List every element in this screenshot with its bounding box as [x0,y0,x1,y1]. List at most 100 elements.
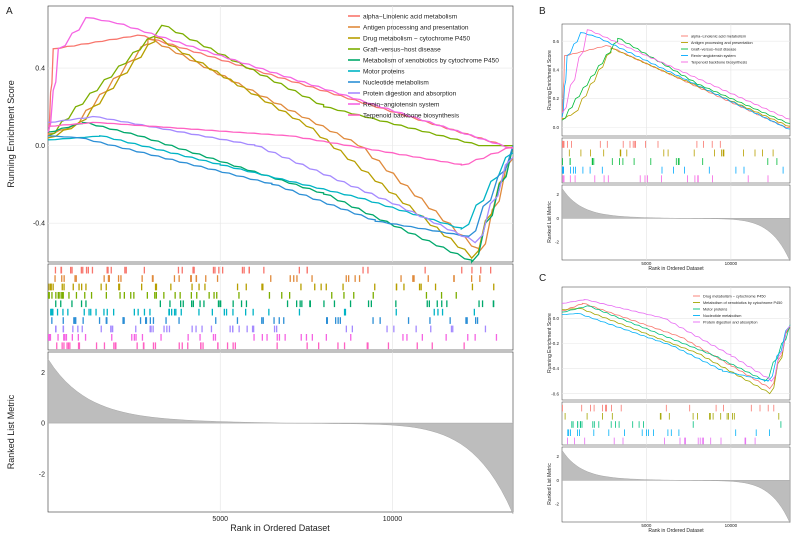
hit-tick [453,275,455,282]
hit-tick [645,140,646,148]
hit-tick [62,292,64,299]
hit-tick [714,149,715,157]
hit-tick [63,342,65,350]
hit-tick [593,158,595,165]
hit-tick [776,158,778,165]
hit-tick [82,317,84,324]
es-series-line [561,29,791,120]
hit-tick [608,429,610,436]
hit-tick [747,175,749,183]
hit-tick [684,437,686,445]
hit-tick [450,325,453,333]
legend-label: Metabolism of xenobiotics by cytochrome … [703,301,782,305]
hit-tick [452,325,454,333]
hit-tick [100,283,102,291]
hit-tick [150,325,152,333]
legend-label: Nucleotide metabolism [703,314,741,318]
hit-tick [661,166,663,174]
hit-tick [436,300,438,308]
hit-tick [379,317,381,324]
hit-tick [685,437,686,445]
hit-tick [241,266,244,274]
hit-tick [372,317,374,324]
hit-tick [635,140,636,148]
hit-tick [208,292,210,299]
hit-tick [569,158,571,165]
hit-tick [60,300,62,308]
hit-tick [353,292,355,299]
hit-tick [57,292,59,299]
metric-tick-label: 2 [556,192,559,197]
hit-tick [400,275,402,282]
hit-tick [720,437,722,445]
hit-tick [54,275,56,282]
hit-tick [646,429,647,436]
hit-tick [710,437,712,445]
hit-tick [217,342,219,350]
legend-label: alpha−Linolenic acid metabolism [363,13,457,20]
hit-tick [420,283,422,291]
hit-tick [306,342,308,350]
hit-tick [105,292,107,299]
hit-tick [343,342,346,350]
hit-tick [367,266,369,274]
hit-tick [562,166,564,174]
hit-tick [440,292,443,299]
hit-tick [660,413,662,420]
hit-tick [780,421,782,428]
hit-tick [721,149,722,157]
hit-tick [323,300,325,308]
hit-tick [647,175,648,183]
es-series-line [47,24,513,147]
hit-tick [722,149,724,157]
es-series-line [47,121,514,166]
ranked-metric-area [47,358,514,514]
hit-tick [426,300,428,308]
hit-tick [437,308,439,316]
hit-tick [767,175,769,183]
panel-c: C 0.0 -0.2 -0.4 -0.6 2 0 -2 5000 10000 Drug meta… [539,273,791,534]
hit-tick [624,429,625,436]
hit-tick [238,325,240,333]
hit-tick [743,149,744,157]
hit-tick [149,325,151,333]
hit-tick [299,300,301,308]
hit-tick [574,437,575,445]
hit-tick [387,342,390,350]
hit-tick [48,283,50,291]
hit-tick [480,266,482,274]
es-series-line [561,305,791,383]
hit-tick [395,308,397,316]
hit-tick [181,266,183,274]
hit-tick [622,158,624,165]
hit-tick [75,275,77,282]
hit-tick [580,149,582,157]
hit-tick [697,413,698,420]
hit-tick [196,292,198,299]
hit-tick [149,317,151,324]
hit-tick [570,429,571,436]
hit-tick [111,334,113,341]
hit-tick [160,334,162,341]
hit-tick [567,429,569,436]
hit-tick [155,283,158,291]
es-series-line [561,45,790,128]
hit-tick [284,334,286,341]
hit-tick [248,266,250,274]
hit-tick [125,266,127,274]
hit-tick [476,317,479,324]
hit-tick [48,334,50,341]
hit-tick [193,266,195,274]
hit-tick [708,166,710,174]
hit-tick [51,292,53,299]
hit-tick [261,283,263,291]
legend-label: Antigen processing and presentation [691,41,753,45]
hit-tick [571,421,573,428]
panel-a: A 0.4 0.0 -0.4 2 0 -2 5000 10000 alpha−Linoleni… [6,5,514,533]
hit-tick [594,175,596,183]
hit-tick [562,158,563,165]
legend-label: Drug metabolism − cytochrome P450 [363,35,471,42]
hit-tick [61,342,63,350]
hit-tick [311,275,313,282]
hit-tick [762,149,763,157]
